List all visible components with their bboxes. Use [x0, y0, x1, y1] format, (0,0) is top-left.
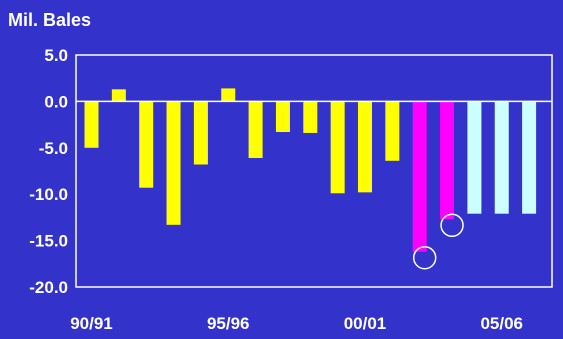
bar	[440, 101, 455, 220]
highlight-circle	[412, 245, 437, 270]
y-tick-labels: 5.0 0.0 -5.0 -10.0 -15.0 -20.0	[29, 46, 68, 297]
highlight-circles	[412, 213, 464, 270]
bar	[193, 101, 208, 165]
bar	[303, 101, 318, 133]
bar	[139, 101, 154, 188]
y-tick-label: 0.0	[44, 92, 68, 111]
bar	[522, 101, 537, 214]
y-tick-label: 5.0	[44, 46, 68, 65]
x-tick-labels: 90/91 95/96 00/01 05/06	[70, 314, 523, 333]
x-tick-label: 90/91	[70, 314, 113, 333]
bars	[76, 88, 552, 252]
highlight-circle	[440, 213, 464, 238]
plot-area	[75, 54, 553, 288]
bar	[84, 101, 99, 148]
bar	[275, 101, 290, 133]
bar	[330, 101, 345, 194]
y-tick-label: -5.0	[39, 139, 68, 158]
x-tick-label: 05/06	[480, 314, 523, 333]
bar	[111, 89, 126, 102]
bar	[467, 101, 482, 214]
y-tick-label: -20.0	[29, 278, 68, 297]
y-axis-title: Mil. Bales	[8, 10, 91, 30]
bar	[385, 101, 400, 161]
y-tick-label: -10.0	[29, 185, 68, 204]
y-tick-label: -15.0	[29, 232, 68, 251]
bar	[494, 101, 509, 214]
bar	[221, 88, 236, 102]
bar	[248, 101, 263, 159]
bar	[358, 101, 372, 193]
x-tick-label: 95/96	[207, 314, 250, 333]
x-tick-label: 00/01	[344, 314, 387, 333]
bar	[166, 101, 181, 225]
bar	[412, 101, 427, 252]
